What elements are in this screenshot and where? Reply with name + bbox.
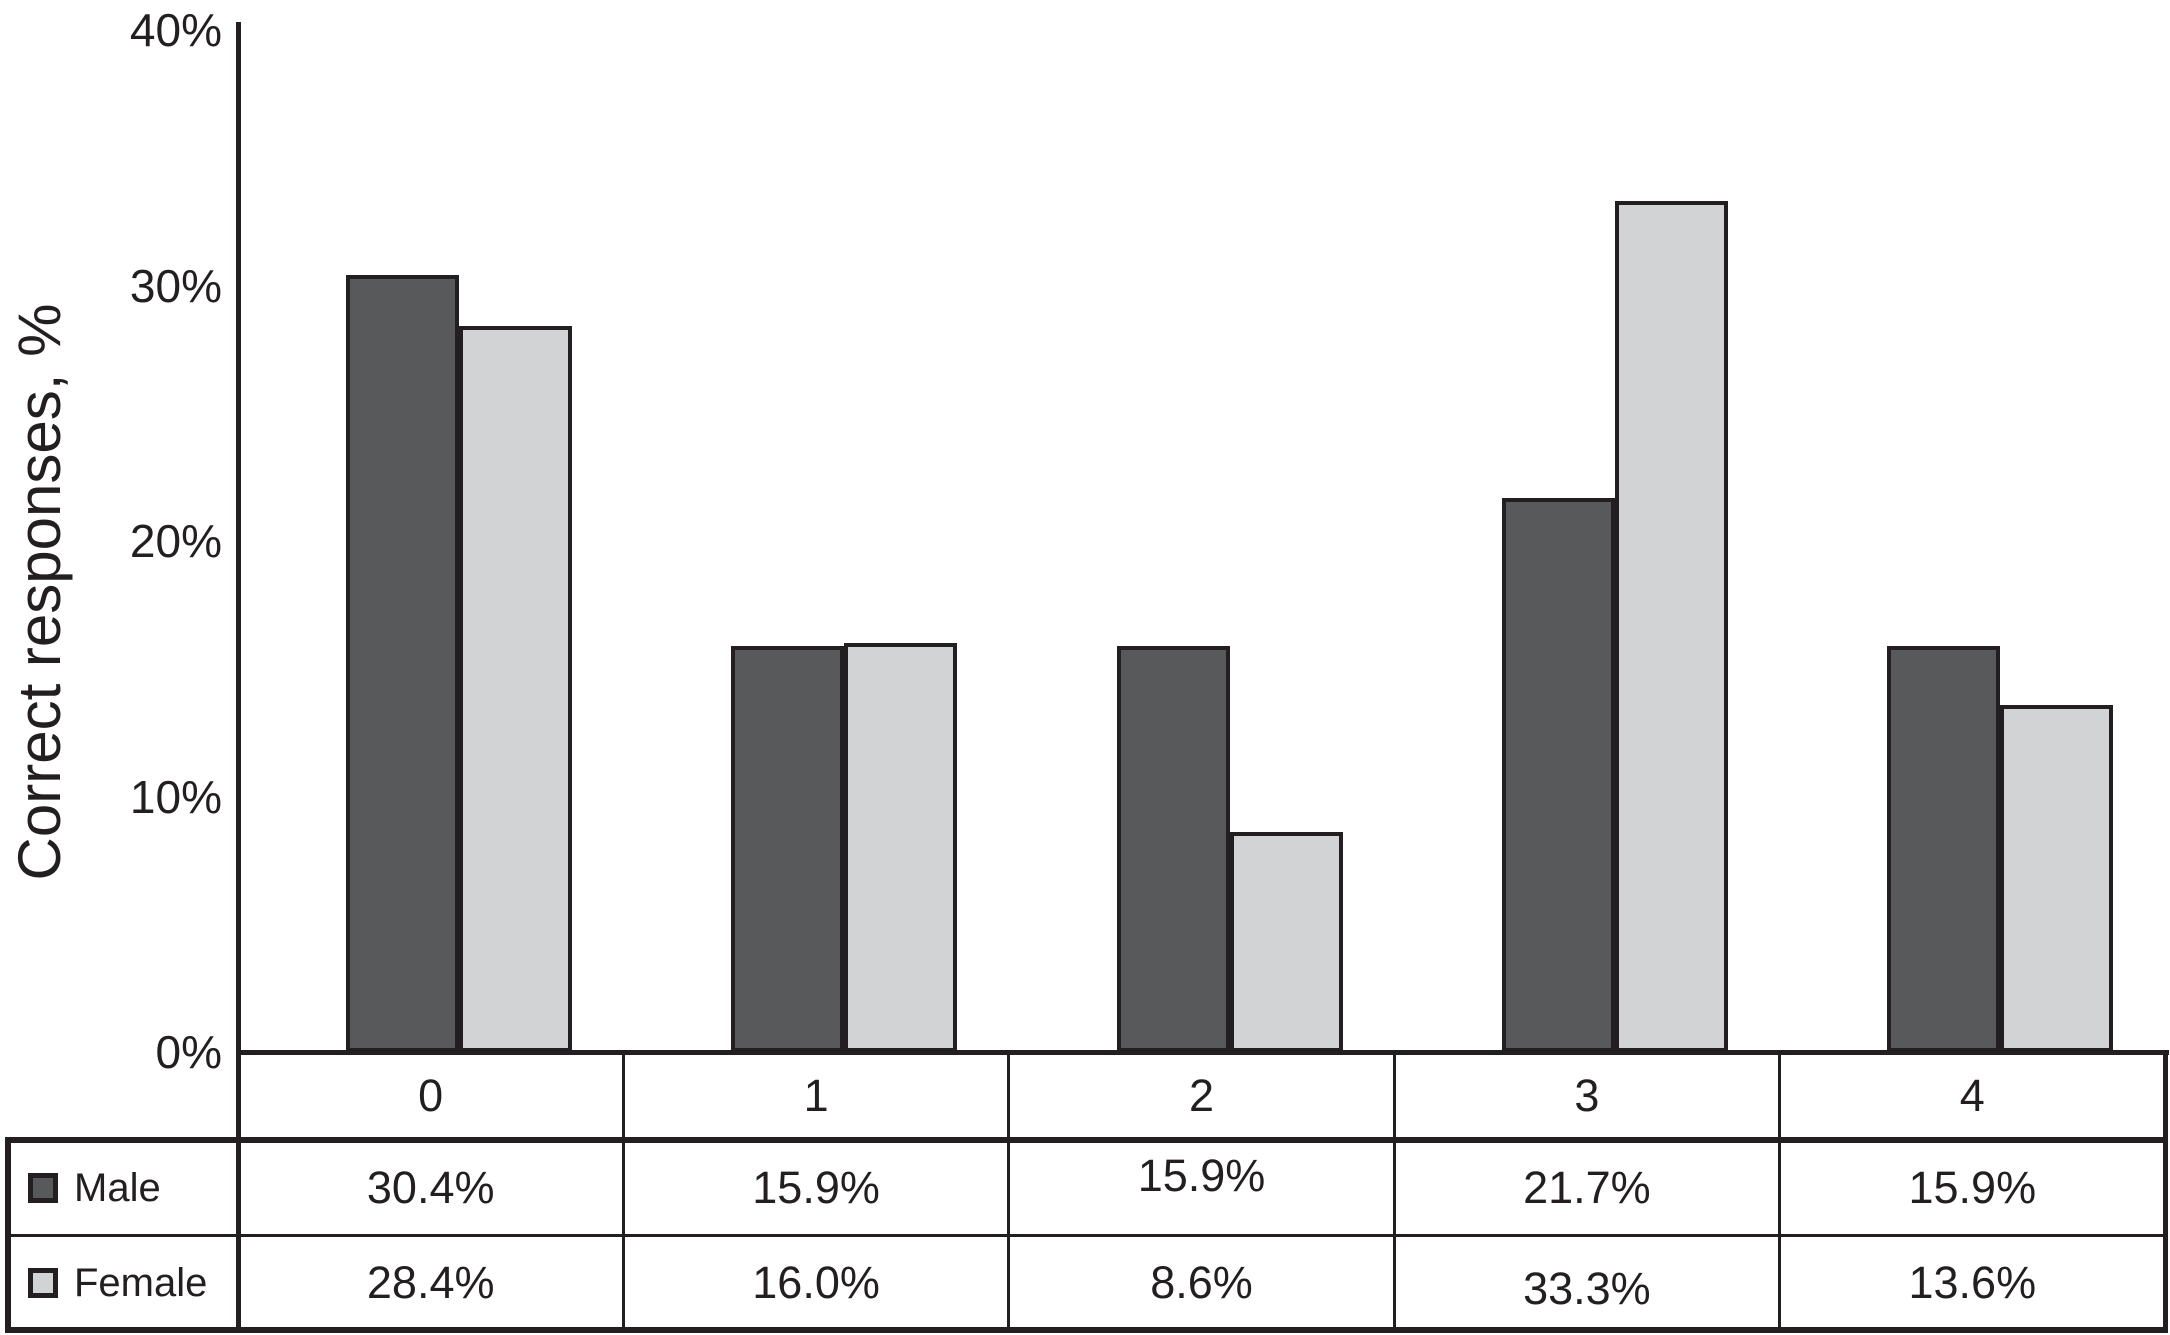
value-cell-female: 8.6% — [1150, 1257, 1253, 1308]
bar-female — [2000, 704, 2114, 1052]
legend-swatch-male — [28, 1173, 58, 1203]
value-cell-male: 15.9% — [1908, 1162, 2037, 1213]
bar-male — [1116, 645, 1230, 1052]
y-axis-line — [236, 22, 241, 1333]
y-axis-title: Correct responses, % — [6, 303, 73, 881]
category-cell: 4 — [1959, 1070, 1985, 1121]
y-tick-label: 0% — [155, 1026, 222, 1078]
value-cell-male: 15.9% — [1137, 1150, 1266, 1201]
table-border-right — [2163, 1052, 2168, 1333]
column-divider — [621, 1052, 625, 1330]
legend-label-male: Male — [74, 1165, 161, 1210]
table-row-divider — [5, 1234, 2167, 1237]
category-cell: 3 — [1574, 1070, 1600, 1121]
value-cell-male: 21.7% — [1523, 1162, 1651, 1213]
value-cell-female: 13.6% — [1908, 1257, 2037, 1308]
table-border-top — [5, 1137, 2167, 1143]
bar-female — [1229, 832, 1343, 1052]
bar-male — [345, 275, 459, 1052]
bar-male — [1501, 497, 1615, 1052]
bar-female — [458, 326, 572, 1052]
value-cell-female: 28.4% — [366, 1257, 495, 1308]
category-cell: 2 — [1188, 1070, 1214, 1121]
bar-female — [1614, 201, 1728, 1052]
value-cell-female: 33.3% — [1523, 1263, 1651, 1314]
y-tick-label: 10% — [129, 770, 222, 823]
legend-cell-female: Female — [6, 1236, 238, 1330]
table-border-bottom — [5, 1327, 2167, 1333]
column-divider — [1007, 1052, 1011, 1330]
bar-male — [731, 645, 845, 1052]
legend-label-female: Female — [74, 1260, 208, 1305]
table-border-left — [5, 1137, 11, 1330]
y-tick-label: 20% — [129, 515, 222, 567]
column-divider — [1392, 1052, 1396, 1330]
y-tick-label: 40% — [129, 4, 222, 56]
value-cell-female: 16.0% — [752, 1257, 880, 1308]
category-cell: 1 — [803, 1070, 829, 1121]
legend-cell-male: Male — [6, 1140, 238, 1236]
bar-female — [844, 643, 958, 1052]
x-axis-line — [236, 1050, 2169, 1055]
column-divider — [1778, 1052, 1782, 1330]
category-cell: 0 — [418, 1070, 444, 1121]
value-cell-male: 15.9% — [752, 1162, 880, 1213]
legend-swatch-female — [28, 1268, 58, 1298]
value-cell-male: 30.4% — [366, 1162, 495, 1213]
bar-male — [1887, 645, 2001, 1052]
y-tick-label: 30% — [129, 259, 222, 312]
